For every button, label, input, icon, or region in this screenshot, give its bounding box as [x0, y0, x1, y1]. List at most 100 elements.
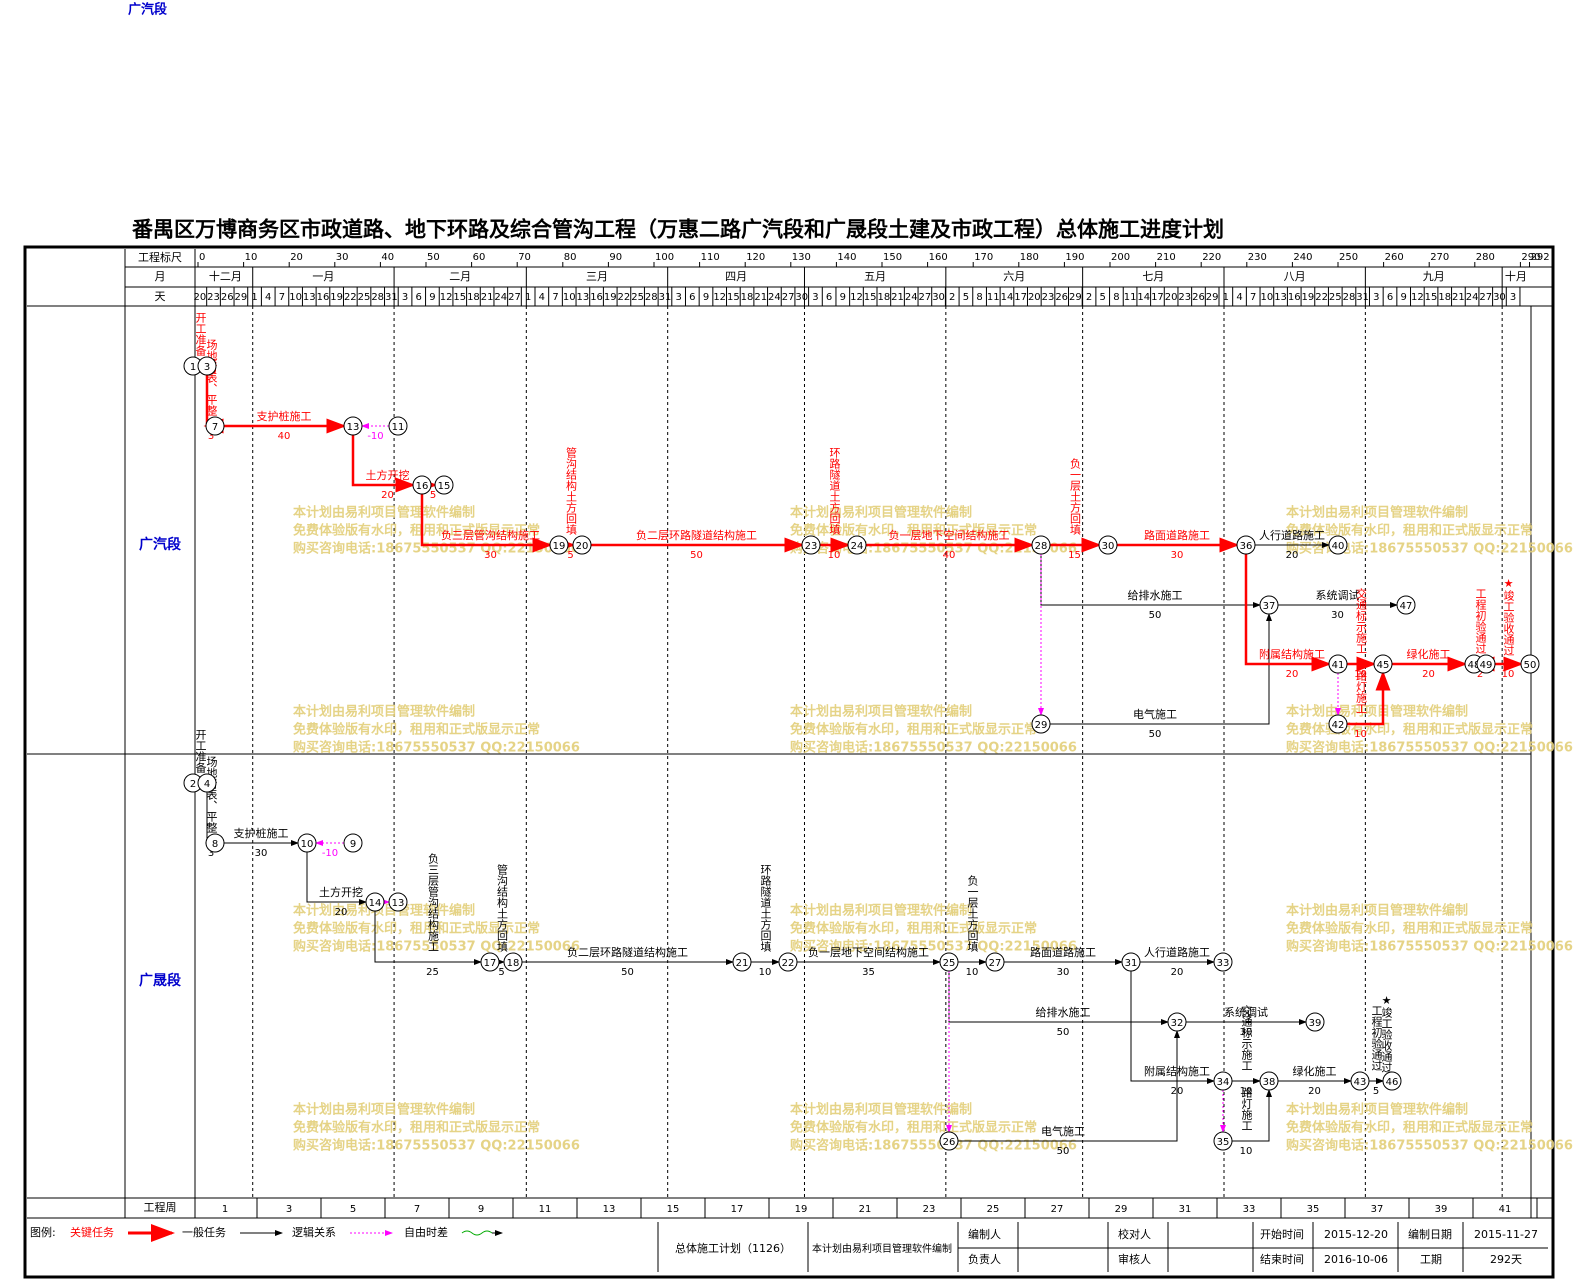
node-label: 4 — [204, 779, 210, 790]
node-label: 2 — [190, 779, 196, 790]
node-label: 35 — [1217, 1137, 1230, 1148]
task-name: 交通标示施工 — [1355, 587, 1368, 654]
day-label: 29 — [1069, 292, 1082, 303]
node — [343, 833, 363, 853]
node-label: 49 — [1480, 660, 1493, 671]
day-label: 1 — [1223, 292, 1229, 303]
day-label: 21 — [754, 292, 767, 303]
day-label: 16 — [1288, 292, 1301, 303]
day-label: 17 — [1151, 292, 1164, 303]
day-label: 16 — [590, 292, 603, 303]
task-name: 负二层环路隧道结构施工 — [636, 528, 757, 542]
task-name: 路面道路施工 — [1030, 945, 1096, 959]
node-label: 18 — [507, 958, 520, 969]
footer-cell: 292天 — [1490, 1253, 1522, 1266]
day-label: 25 — [631, 292, 644, 303]
node-label: 42 — [1332, 720, 1345, 731]
scale-tick-label: 150 — [883, 252, 902, 263]
node — [985, 952, 1005, 972]
task-name: 支护桩施工 — [234, 826, 289, 840]
task-name: 负三层管沟结构施工 — [441, 528, 540, 542]
task-name: 给排水施工 — [1128, 588, 1183, 602]
task-name: 系统调试 — [1224, 1006, 1268, 1019]
watermark: 免费体验版有水印，租用和正式版显示正常 — [1286, 1120, 1533, 1136]
task-name: 环路隧道土方回填 — [828, 447, 841, 536]
node — [732, 952, 752, 972]
row-label: 天 — [155, 290, 166, 303]
node — [1328, 714, 1348, 734]
task-name: 路灯施工 — [1355, 670, 1368, 714]
scale-tick-label: 270 — [1430, 252, 1449, 263]
node-label: 14 — [369, 898, 382, 909]
legend-item: 关键任务 — [70, 1225, 114, 1239]
day-label: 11 — [1124, 292, 1137, 303]
node — [503, 952, 523, 972]
task-duration: -10 — [367, 431, 383, 442]
day-label: 9 — [429, 292, 435, 303]
node-label: 50 — [1524, 660, 1537, 671]
task-duration: 2 — [1477, 669, 1483, 680]
node-label: 15 — [438, 481, 451, 492]
watermark: 本计划由易利项目管理软件编制 — [1286, 704, 1468, 720]
week-label: 1 — [222, 1204, 228, 1215]
scale-tick-label: 250 — [1339, 252, 1358, 263]
task-name: 给排水施工 — [1036, 1005, 1091, 1019]
week-label: 3 — [286, 1204, 292, 1215]
task-name: 绿化施工 — [1407, 647, 1451, 661]
node — [1259, 1071, 1279, 1091]
day-label: 12 — [440, 292, 453, 303]
task-duration: 5 — [567, 550, 573, 561]
scale-tick-label: 90 — [609, 252, 622, 263]
week-label: 33 — [1243, 1204, 1256, 1215]
node-label: 13 — [347, 422, 360, 433]
scale-tick-label: 50 — [427, 252, 440, 263]
node-label: 16 — [416, 481, 429, 492]
day-label: 28 — [645, 292, 658, 303]
node-label: 24 — [851, 541, 864, 552]
day-label: 12 — [1411, 292, 1424, 303]
node — [1373, 654, 1393, 674]
footer-cell: 校对人 — [1118, 1227, 1151, 1241]
task-name: 人行道路施工 — [1259, 528, 1325, 542]
footer-cell: 2016-10-06 — [1324, 1253, 1388, 1266]
legend-item: 一般任务 — [182, 1226, 226, 1239]
task-duration: 10 — [1354, 669, 1367, 680]
node — [1213, 1131, 1233, 1151]
day-label: 7 — [1250, 292, 1256, 303]
node — [572, 535, 592, 555]
row-label: 月 — [155, 270, 166, 283]
day-label: 3 — [402, 292, 408, 303]
task-arrow — [374, 911, 482, 965]
month-label: 四月 — [725, 270, 747, 283]
day-label: 24 — [1466, 292, 1479, 303]
task-duration: 30 — [255, 848, 268, 859]
node — [1031, 535, 1051, 555]
task-name: 绿化施工 — [1293, 1064, 1337, 1078]
footer-cell: 总体施工计划（1126） — [675, 1241, 791, 1255]
node — [549, 535, 569, 555]
footer-cell: 负责人 — [968, 1252, 1001, 1266]
task-name: 负一层土方回填 — [1069, 457, 1082, 536]
frame — [23, 245, 1555, 1279]
node-label: 23 — [805, 541, 818, 552]
day-label: 5 — [1100, 292, 1106, 303]
day-label: 12 — [713, 292, 726, 303]
task-duration: 10 — [966, 967, 979, 978]
task-duration: 20 — [1171, 967, 1184, 978]
scale-tick-label: 180 — [1020, 252, 1039, 263]
day-label: 19 — [330, 292, 343, 303]
week-label: 37 — [1371, 1204, 1384, 1215]
scale-tick-label: 80 — [564, 252, 577, 263]
node — [1396, 595, 1416, 615]
task-arrow — [1244, 554, 1332, 672]
watermark: 购买咨询电话:18675550537 QQ:22150066 — [293, 1138, 580, 1154]
watermark: 本计划由易利项目管理软件编制 — [293, 505, 475, 521]
task-name: 交通标示施工 — [1240, 1004, 1253, 1071]
row-label: 工程周 — [144, 1201, 177, 1214]
day-label: 4 — [265, 292, 271, 303]
day-label: 10 — [1261, 292, 1274, 303]
day-label: 3 — [675, 292, 681, 303]
task-name: 环路隧道土方回填 — [759, 864, 772, 953]
task-duration: 20 — [1308, 1086, 1321, 1097]
node-label: 17 — [484, 958, 497, 969]
